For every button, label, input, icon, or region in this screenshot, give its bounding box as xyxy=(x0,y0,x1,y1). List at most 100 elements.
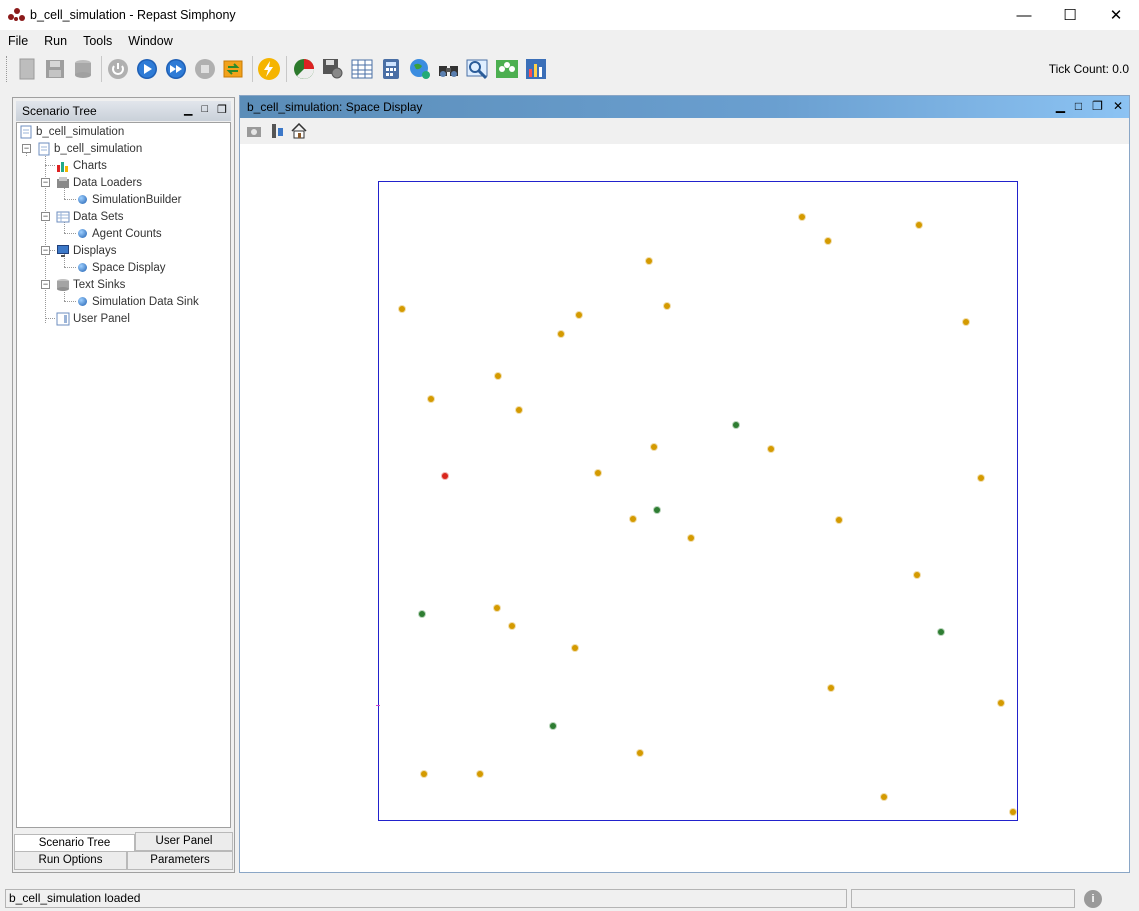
agent-marker xyxy=(558,331,564,337)
tree-item-simulation-data-sink[interactable]: Simulation Data Sink xyxy=(78,293,199,310)
save-scenario-button[interactable] xyxy=(42,56,68,82)
menu-tools[interactable]: Tools xyxy=(83,34,113,48)
save-settings-button[interactable] xyxy=(320,56,346,82)
globe-button[interactable] xyxy=(407,56,433,82)
agent-marker xyxy=(978,475,984,481)
snapshot-button[interactable] xyxy=(245,123,263,139)
table-icon xyxy=(351,59,373,79)
save-icon xyxy=(46,60,64,78)
agent-marker xyxy=(916,222,922,228)
pie-chart-button[interactable] xyxy=(291,56,317,82)
chart-button[interactable] xyxy=(523,56,549,82)
document-icon xyxy=(19,58,35,80)
bullet-icon xyxy=(78,263,87,272)
agent-marker xyxy=(399,306,405,312)
title-bar: b_cell_simulation - Repast Simphony — ☐ … xyxy=(0,0,1139,30)
tab-scenario-tree[interactable]: Scenario Tree xyxy=(14,834,135,853)
tree-item-data-sets[interactable]: Data Sets xyxy=(56,208,124,225)
power-icon xyxy=(108,59,128,79)
agent-marker xyxy=(419,611,425,617)
menu-file[interactable]: File xyxy=(8,34,29,48)
tree-toggle-root[interactable]: − xyxy=(22,143,31,153)
magnifier-button[interactable] xyxy=(465,56,491,82)
close-button[interactable]: ✕ xyxy=(1109,7,1123,24)
tree-item-agent-counts[interactable]: Agent Counts xyxy=(78,225,162,242)
tab-run-options[interactable]: Run Options xyxy=(14,851,127,870)
agent-marker xyxy=(428,396,434,402)
panel-minimize-icon[interactable]: ▁ xyxy=(184,104,193,116)
tree-item-simulation-builder[interactable]: SimulationBuilder xyxy=(78,191,182,208)
tree-item-charts[interactable]: Charts xyxy=(56,157,107,174)
agent-marker xyxy=(799,214,805,220)
start-run-button[interactable] xyxy=(134,56,160,82)
tree-toggle-text-sinks[interactable]: − xyxy=(41,279,50,289)
maximize-button[interactable]: ☐ xyxy=(1063,7,1077,24)
panel-icon xyxy=(56,312,70,325)
display-minimize-icon[interactable]: ▁ xyxy=(1055,99,1065,113)
panel-maximize-icon[interactable]: □ xyxy=(201,103,209,115)
display-close-icon[interactable]: ✕ xyxy=(1112,99,1123,113)
agent-marker xyxy=(550,723,556,729)
batch-run-button[interactable] xyxy=(256,56,282,82)
agent-marker xyxy=(664,303,670,309)
step-run-button[interactable] xyxy=(163,56,189,82)
menu-window[interactable]: Window xyxy=(128,34,173,48)
tick-count-label: Tick Count: 0.0 xyxy=(1048,62,1129,76)
space-canvas[interactable] xyxy=(240,144,1129,872)
tab-user-panel[interactable]: User Panel xyxy=(135,832,233,851)
home-button[interactable] xyxy=(290,123,308,139)
data-sets-icon xyxy=(56,211,70,222)
space-display-title: b_cell_simulation: Space Display xyxy=(247,100,423,114)
tree-item-scenario[interactable]: b_cell_simulation xyxy=(37,140,142,157)
scenario-panel-header: Scenario Tree ▁ □ ❐ xyxy=(16,101,231,121)
reset-icon xyxy=(223,60,243,78)
stop-icon xyxy=(195,59,215,79)
globe-icon xyxy=(410,59,430,79)
binoculars-button[interactable] xyxy=(436,56,462,82)
agent-marker xyxy=(836,517,842,523)
agent-marker xyxy=(637,750,643,756)
home-icon xyxy=(291,123,307,139)
agent-marker xyxy=(1010,809,1016,815)
minimize-button[interactable]: — xyxy=(1016,6,1032,24)
tree-item-displays[interactable]: Displays xyxy=(56,242,116,259)
tree-toggle-displays[interactable]: − xyxy=(41,245,50,255)
database-button[interactable] xyxy=(70,56,96,82)
init-run-button[interactable] xyxy=(105,56,131,82)
agent-marker xyxy=(572,645,578,651)
agent-marker xyxy=(509,623,515,629)
calculator-button[interactable] xyxy=(378,56,404,82)
tree-item-scenario-root[interactable]: b_cell_simulation xyxy=(19,123,124,140)
movie-button[interactable] xyxy=(268,123,286,139)
tree-item-text-sinks[interactable]: Text Sinks xyxy=(56,276,125,293)
tree-item-space-display[interactable]: Space Display xyxy=(78,259,166,276)
info-icon[interactable]: i xyxy=(1084,890,1102,908)
toolbar-grip xyxy=(6,56,10,82)
scenario-tabs: Scenario Tree User Panel Run Options Par… xyxy=(14,832,233,872)
menu-run[interactable]: Run xyxy=(44,34,68,48)
agent-marker xyxy=(963,319,969,325)
bullet-icon xyxy=(78,229,87,238)
page-icon xyxy=(20,125,32,138)
tree-toggle-data-sets[interactable]: − xyxy=(41,211,50,221)
panel-float-icon[interactable]: ❐ xyxy=(217,104,227,116)
scenario-tree: − − − − − b_cell_simulation b_cell_simul… xyxy=(16,122,231,828)
magnifier-icon xyxy=(466,59,488,80)
network-button[interactable] xyxy=(494,56,520,82)
tree-toggle-data-loaders[interactable]: − xyxy=(41,177,50,187)
binoculars-icon xyxy=(439,66,458,77)
window-title: b_cell_simulation - Repast Simphony xyxy=(30,8,236,22)
display-maximize-icon[interactable]: □ xyxy=(1074,99,1083,113)
reset-run-button[interactable] xyxy=(221,56,247,82)
load-scenario-button[interactable] xyxy=(14,56,40,82)
tab-parameters[interactable]: Parameters xyxy=(127,851,233,870)
display-toolbar xyxy=(240,118,1129,144)
display-float-icon[interactable]: ❐ xyxy=(1092,99,1103,113)
tree-item-data-loaders[interactable]: Data Loaders xyxy=(56,174,142,191)
agent-marker xyxy=(421,771,427,777)
stop-run-button[interactable] xyxy=(192,56,218,82)
space-origin-marker xyxy=(376,705,380,706)
agent-marker xyxy=(998,700,1004,706)
tree-item-user-panel[interactable]: User Panel xyxy=(56,310,130,327)
spreadsheet-button[interactable] xyxy=(349,56,375,82)
